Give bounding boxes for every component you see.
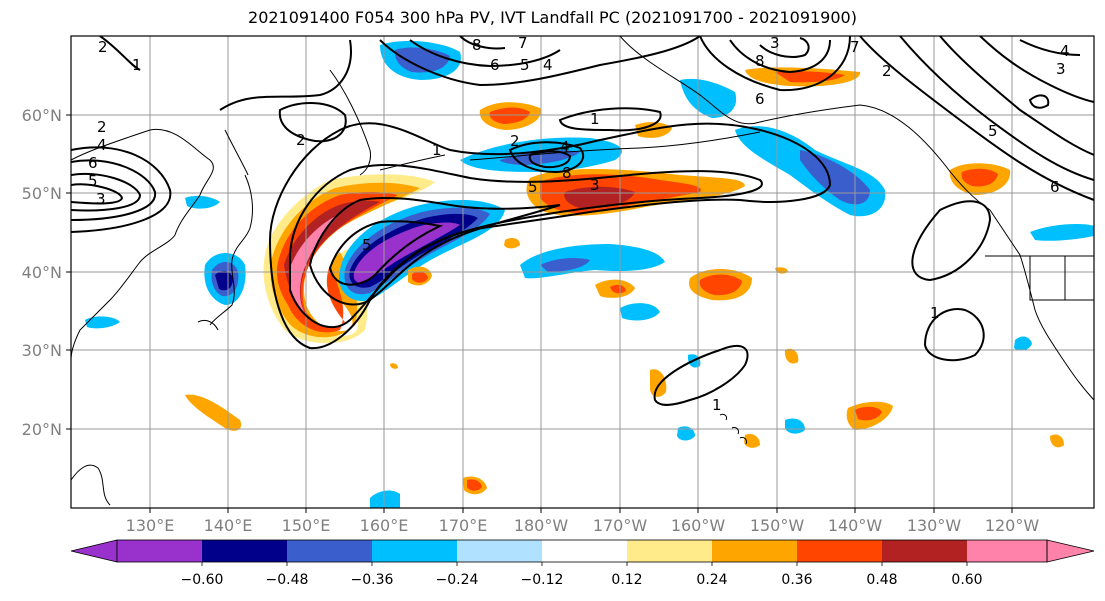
colorbar-tick-label: 0.48 xyxy=(866,572,897,588)
contour-label: 4 xyxy=(1060,42,1070,60)
contour-label: 6 xyxy=(755,90,765,108)
colorbar-tick-label: −0.12 xyxy=(521,572,564,588)
colorbar-tick-label: −0.60 xyxy=(181,572,224,588)
lat-label: 50°N xyxy=(22,184,62,203)
pv-contours xyxy=(71,36,1094,406)
lon-label: 170°E xyxy=(439,516,488,535)
contour-label: 7 xyxy=(518,34,528,52)
contour-label: 5 xyxy=(88,172,98,190)
contour-label: 2 xyxy=(296,131,306,149)
contour-label: 3 xyxy=(96,190,106,208)
colorbar-segment xyxy=(712,540,797,562)
lon-label: 130°W xyxy=(907,516,962,535)
contour-label: 1 xyxy=(132,56,142,74)
colorbar: −0.60 −0.48 −0.36 −0.24 −0.12 0.12 0.24 … xyxy=(70,539,1095,588)
contour-label: 8 xyxy=(562,164,572,182)
longitude-labels: 130°E 140°E 150°E 160°E 170°E 180°W 170°… xyxy=(126,516,1040,535)
contour-label: 4 xyxy=(560,138,570,156)
coastlines xyxy=(71,36,1094,506)
contour-label: 1 xyxy=(712,396,722,414)
contour-label: 7 xyxy=(850,38,860,56)
colorbar-extend-low xyxy=(70,539,118,563)
colorbar-tick-label: −0.24 xyxy=(436,572,479,588)
contour-label: 6 xyxy=(490,56,500,74)
colorbar-segment xyxy=(797,540,882,562)
colorbar-tick-label: 0.12 xyxy=(611,572,642,588)
latitude-ticks xyxy=(66,114,71,430)
colorbar-segment xyxy=(542,540,627,562)
colorbar-segment xyxy=(372,540,457,562)
colorbar-segment xyxy=(287,540,372,562)
contour-label: 2 xyxy=(510,132,520,150)
colorbar-segment xyxy=(202,540,287,562)
contour-label: 5 xyxy=(988,122,998,140)
colorbar-segment xyxy=(457,540,542,562)
lat-label: 60°N xyxy=(22,106,62,125)
colorbar-tick-label: 0.36 xyxy=(781,572,812,588)
colorbar-segment xyxy=(117,540,202,562)
lon-label: 140°E xyxy=(204,516,253,535)
colorbar-tick-label: −0.48 xyxy=(266,572,309,588)
contour-label: 8 xyxy=(755,52,765,70)
contour-label: 5 xyxy=(362,236,372,254)
contour-label: 1 xyxy=(590,110,600,128)
lat-label: 40°N xyxy=(22,263,62,282)
lon-label: 120°W xyxy=(985,516,1040,535)
contour-label: 2 xyxy=(97,118,107,136)
lon-label: 130°E xyxy=(126,516,175,535)
contour-label: 1 xyxy=(432,141,442,159)
contour-label: 3 xyxy=(590,176,600,194)
colorbar-tick-label: −0.36 xyxy=(351,572,394,588)
colorbar-extend-high xyxy=(1046,539,1095,563)
lon-label: 170°W xyxy=(593,516,648,535)
contour-label: 5 xyxy=(520,56,530,74)
contour-label: 6 xyxy=(1050,178,1060,196)
lon-label: 150°E xyxy=(282,516,331,535)
lon-label: 180°W xyxy=(514,516,569,535)
lon-label: 140°W xyxy=(828,516,883,535)
contour-label: 2 xyxy=(98,38,108,56)
contour-label: 1 xyxy=(930,304,940,322)
contour-labels: 2 1 2 4 6 5 3 2 8 7 6 5 4 2 4 5 8 3 1 1 … xyxy=(88,34,1070,414)
contour-label: 8 xyxy=(472,36,482,54)
lon-label: 160°E xyxy=(360,516,409,535)
contour-label: 2 xyxy=(882,62,892,80)
longitude-ticks xyxy=(149,508,1013,513)
contour-label: 4 xyxy=(97,136,107,154)
colorbar-segment xyxy=(627,540,712,562)
colorbar-segment xyxy=(967,540,1047,562)
lon-label: 160°W xyxy=(671,516,726,535)
contour-label: 3 xyxy=(1056,60,1066,78)
lat-lon-grid xyxy=(71,36,1094,508)
colorbar-tick-label: 0.60 xyxy=(951,572,982,588)
lon-label: 150°W xyxy=(750,516,805,535)
contour-label: 5 xyxy=(528,178,538,196)
contour-label: 3 xyxy=(770,34,780,52)
lat-label: 30°N xyxy=(22,341,62,360)
colorbar-segment xyxy=(882,540,967,562)
contour-label: 6 xyxy=(88,154,98,172)
latitude-labels: 60°N 50°N 40°N 30°N 20°N xyxy=(22,106,62,439)
colorbar-tick-label: 0.24 xyxy=(696,572,727,588)
chart-title: 2021091400 F054 300 hPa PV, IVT Landfall… xyxy=(248,8,857,27)
lat-label: 20°N xyxy=(22,420,62,439)
contour-label: 4 xyxy=(543,56,553,74)
